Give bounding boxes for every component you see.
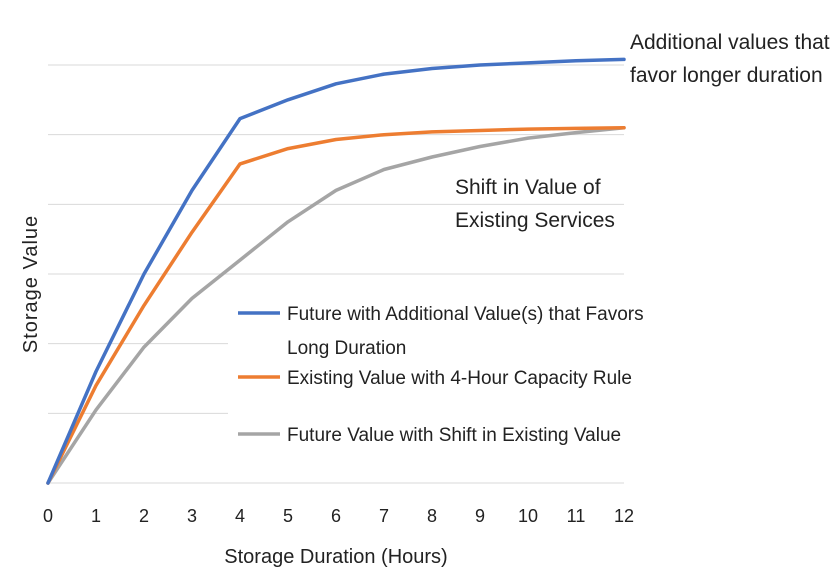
annotation-shift-line-1: Shift in Value of	[455, 176, 601, 199]
x-tick-label: 9	[475, 506, 485, 526]
legend-label-orange: Existing Value with 4-Hour Capacity Rule	[287, 368, 632, 389]
series-line-existing-value	[46, 125, 626, 485]
annotation-additional-values: Additional values that favor longer dura…	[630, 31, 830, 87]
x-tick-label: 4	[235, 506, 245, 526]
x-tick-label: 10	[518, 506, 538, 526]
x-tick-label: 5	[283, 506, 293, 526]
legend-label-blue-line-2: Long Duration	[287, 338, 406, 359]
annotation-shift-in-value: Shift in Value of Existing Services	[455, 176, 615, 232]
legend-label-blue-line-1: Future with Additional Value(s) that Fav…	[287, 304, 644, 325]
x-tick-label: 7	[379, 506, 389, 526]
legend-background	[228, 292, 628, 452]
x-tick-label: 2	[139, 506, 149, 526]
x-tick-label: 1	[91, 506, 101, 526]
x-tick-label: 8	[427, 506, 437, 526]
x-axis-label: Storage Duration (Hours)	[224, 546, 447, 568]
x-tick-label: 11	[567, 506, 586, 526]
y-axis-label: Storage Value	[20, 215, 42, 353]
legend-label-gray: Future Value with Shift in Existing Valu…	[287, 425, 621, 446]
legend: Future with Additional Value(s) that Fav…	[228, 292, 644, 452]
x-tick-label: 0	[43, 506, 53, 526]
series-line-shift-value	[46, 125, 626, 485]
annotation-shift-line-2: Existing Services	[455, 209, 615, 232]
annotation-additional-line-2: favor longer duration	[630, 64, 823, 87]
x-tick-labels: 0 1 2 3 4 5 6 7 8 9 10 11 12	[43, 506, 634, 526]
series-line-additional-value	[46, 57, 626, 485]
annotation-additional-line-1: Additional values that	[630, 31, 830, 54]
series-lines	[46, 57, 626, 485]
x-tick-label: 6	[331, 506, 341, 526]
x-tick-label: 12	[614, 506, 634, 526]
x-tick-label: 3	[187, 506, 197, 526]
